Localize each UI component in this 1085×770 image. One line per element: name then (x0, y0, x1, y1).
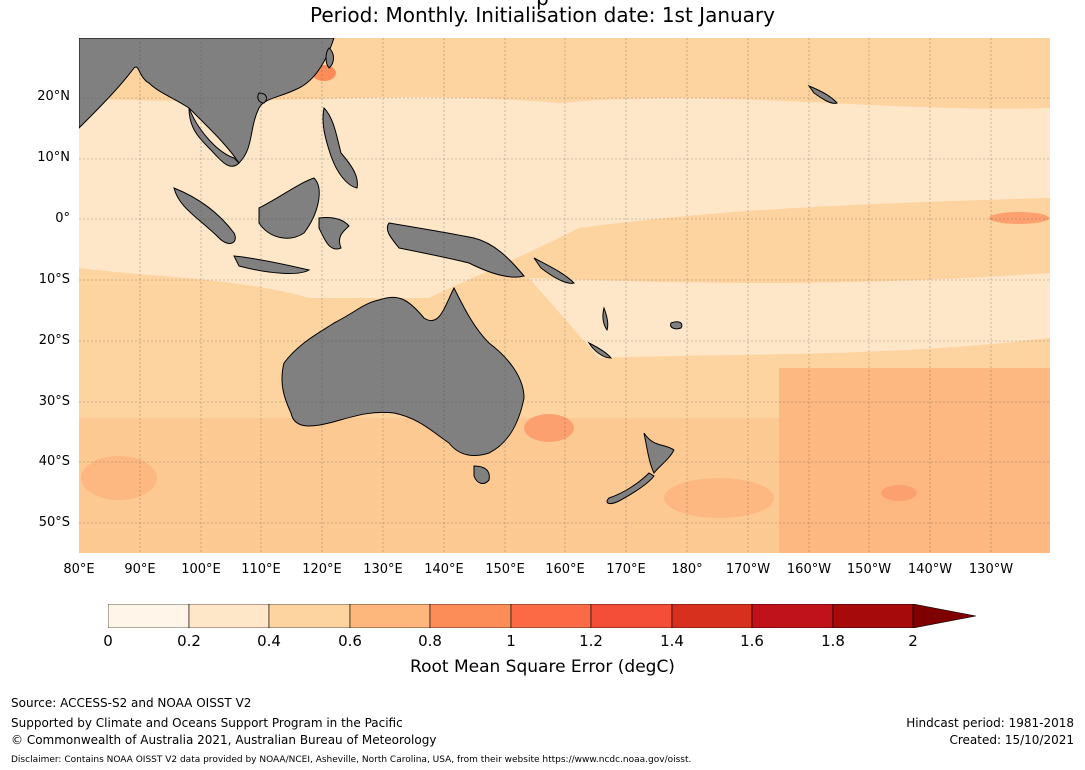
southeast-ocean-zone (779, 368, 1050, 553)
tasmania (473, 465, 490, 484)
colorbar-bin-8 (751, 604, 834, 628)
colorbar-tick: 0 (103, 632, 113, 650)
indochina-peninsula (188, 107, 240, 167)
colorbar-tick: 1.6 (740, 632, 764, 650)
rmse-map (79, 38, 1050, 553)
java (233, 255, 311, 274)
colorbar-bin-0 (108, 604, 190, 628)
disclaimer-text: Disclaimer: Contains NOAA OISST V2 data … (11, 755, 692, 765)
colorbar-tick: 0.8 (418, 632, 442, 650)
longitude-label: 180° (671, 562, 703, 577)
borneo (258, 177, 320, 239)
australia (281, 286, 525, 456)
longitude-label: 170°W (725, 562, 771, 577)
latitude-label: 10°S (38, 272, 70, 287)
longitude-label: 140°E (424, 562, 464, 577)
latitude-label: 0° (55, 211, 70, 226)
colorbar-tick: 1 (506, 632, 516, 650)
longitude-label: 160°E (545, 562, 585, 577)
longitude-label: 130°W (968, 562, 1014, 577)
error-patch (989, 212, 1049, 224)
colorbar-label: Root Mean Square Error (degC) (410, 657, 675, 677)
error-patch (524, 414, 574, 442)
colorbar-bin-4 (429, 604, 512, 628)
vanuatu (602, 306, 609, 332)
new-zealand-south-island (606, 472, 655, 505)
colorbar-extend-arrow (912, 604, 977, 628)
south-pacific-low-error-band (529, 273, 1050, 358)
colorbar-tick: 1.4 (660, 632, 684, 650)
latitude-label: 50°S (38, 515, 70, 530)
colorbar-tick: 1.2 (579, 632, 603, 650)
error-patch (81, 456, 157, 500)
longitude-label: 110°E (241, 562, 281, 577)
latitude-label: 20°N (37, 89, 70, 104)
colorbar-bin-6 (590, 604, 673, 628)
longitude-label: 170°E (606, 562, 646, 577)
longitude-label: 90°E (124, 562, 156, 577)
philippines (322, 106, 358, 189)
latitude-label: 30°S (38, 394, 70, 409)
colorbar-bin-2 (268, 604, 351, 628)
colorbar-bin-9 (832, 604, 914, 628)
graticule (79, 38, 1050, 553)
support-text: Supported by Climate and Oceans Support … (11, 716, 403, 730)
sulawesi (318, 217, 350, 250)
hindcast-period-text: Hindcast period: 1981-2018 (906, 716, 1074, 730)
fiji (670, 321, 683, 330)
created-date-text: Created: 15/10/2021 (949, 733, 1074, 747)
longitude-label: 140°W (907, 562, 953, 577)
colorbar-tick: 0.2 (177, 632, 201, 650)
new-caledonia (587, 341, 613, 359)
asia-mainland (79, 38, 335, 164)
longitude-label: 80°E (63, 562, 95, 577)
taiwan (325, 47, 334, 69)
latitude-label: 20°S (38, 333, 70, 348)
copyright-text: © Commonwealth of Australia 2021, Austra… (11, 733, 437, 747)
colorbar-tick: 1.8 (821, 632, 845, 650)
colorbar-tick: 2 (908, 632, 918, 650)
colorbar-bin-5 (510, 604, 592, 628)
colorbar-bin-1 (188, 604, 270, 628)
longitude-label: 100°E (181, 562, 221, 577)
hainan (257, 92, 267, 104)
colorbar-tick: 0.6 (338, 632, 362, 650)
hawaii (807, 84, 838, 104)
sumatra (173, 187, 236, 244)
colorbar-bin-3 (349, 604, 431, 628)
source-text: Source: ACCESS-S2 and NOAA OISST V2 (11, 696, 252, 710)
latitude-label: 10°N (37, 150, 70, 165)
longitude-label: 130°E (363, 562, 403, 577)
colorbar-tick: 0.4 (257, 632, 281, 650)
map-title-line-1: p (0, 0, 1085, 10)
colorbar (108, 604, 977, 628)
solomon-islands (533, 257, 575, 284)
map-title-line-2: Period: Monthly. Initialisation date: 1s… (310, 3, 775, 27)
new-zealand-north-island (643, 432, 675, 474)
longitude-label: 150°E (485, 562, 525, 577)
colorbar-bin-7 (671, 604, 753, 628)
longitude-label: 120°E (302, 562, 342, 577)
new-guinea (386, 222, 525, 278)
latitude-label: 40°S (38, 454, 70, 469)
error-patch (664, 478, 774, 518)
land-masses (79, 38, 838, 505)
longitude-label: 150°W (846, 562, 892, 577)
error-patch (881, 485, 917, 501)
longitude-label: 160°W (786, 562, 832, 577)
